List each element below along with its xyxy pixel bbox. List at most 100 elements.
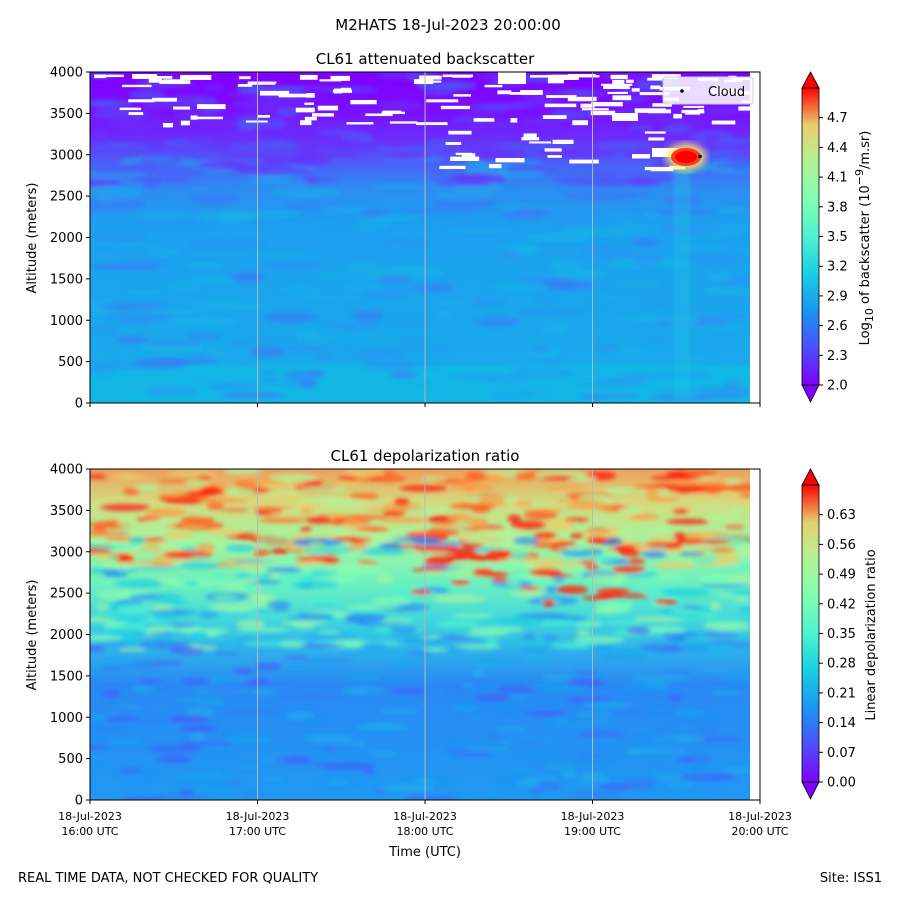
missing-data-patch	[544, 103, 577, 108]
missing-data-patch	[603, 85, 630, 90]
y-tick-label: 0	[75, 397, 83, 412]
x-tick-label-time: 16:00 UTC	[61, 825, 118, 838]
missing-data-patch	[612, 79, 625, 85]
x-tick-label-date: 18-Jul-2023	[561, 810, 625, 823]
depolarization-title: CL61 depolarization ratio	[331, 447, 520, 465]
figure-suptitle: M2HATS 18-Jul-2023 20:00:00	[335, 16, 560, 34]
colorbar-tick-label: 3.5	[827, 230, 848, 245]
missing-data-patch	[448, 130, 472, 135]
y-tick-label: 4000	[50, 463, 83, 478]
colorbar-tick-label: 3.2	[827, 260, 848, 275]
backscatter-title: CL61 attenuated backscatter	[316, 50, 535, 68]
y-tick-label: 500	[58, 752, 83, 767]
missing-data-patch	[350, 99, 377, 105]
missing-data-patch	[625, 79, 634, 83]
y-tick-label: 1000	[50, 711, 83, 726]
missing-data-patch	[648, 109, 672, 114]
y-tick-label: 0	[75, 794, 83, 809]
colorbar-gradient	[802, 485, 819, 782]
missing-data-patch	[546, 95, 577, 98]
backscatter-colorbar: 2.0 2.3 2.6 2.9 3.2 3.5 3.8 4.1 4.4 4.7 Log10 of …	[801, 71, 876, 403]
missing-data-patch	[440, 105, 471, 110]
missing-data-patch	[567, 96, 597, 102]
depolarization-x-label: Time (UTC)	[388, 845, 461, 860]
colorbar-tick-label: 0.56	[827, 538, 856, 553]
missing-data-patch	[413, 79, 434, 85]
missing-data-patch	[547, 155, 562, 158]
missing-data-patch	[180, 74, 212, 80]
missing-data-patch	[295, 107, 315, 113]
y-tick-label: 2500	[50, 587, 83, 602]
legend-cloud-marker	[680, 89, 684, 93]
missing-data-patch	[304, 102, 314, 105]
missing-data-patch	[148, 78, 163, 83]
missing-data-patch	[497, 90, 512, 95]
colorbar-tick-label: 0.00	[827, 776, 856, 791]
missing-data-patch	[581, 108, 609, 111]
colorbar-tick-label: 4.4	[827, 141, 848, 156]
missing-data-patch	[681, 109, 705, 114]
missing-data-patch	[590, 110, 616, 116]
missing-data-patch	[510, 118, 518, 123]
depolarization-colorbar-label: Linear depolarization ratio	[864, 549, 879, 720]
missing-data-patch	[306, 93, 315, 98]
missing-data-patch	[193, 116, 223, 120]
backscatter-y-ticks: 0 500 1000 1500 2000 2500 3000 3500 4000	[50, 66, 90, 412]
missing-data-patch	[552, 74, 574, 80]
missing-data-patch	[257, 115, 271, 118]
missing-data-patch	[439, 165, 466, 170]
missing-data-patch	[685, 112, 701, 115]
y-tick-label: 1000	[50, 314, 83, 329]
colorbar-tick-label: 4.1	[827, 171, 848, 186]
backscatter-panel: CL61 attenuated backscatter 0 500 1000 1500…	[25, 50, 876, 412]
missing-data-patch	[453, 94, 471, 97]
colorbar-tick-label: 2.3	[827, 349, 848, 364]
colorbar-extend-min	[801, 384, 820, 403]
colorbar-tick-label: 2.0	[827, 379, 848, 394]
missing-data-patch	[529, 75, 561, 78]
missing-data-patch	[128, 99, 155, 103]
missing-data-patch	[683, 105, 705, 108]
footer-site: Site: ISS1	[820, 871, 882, 886]
missing-data-patch	[607, 91, 628, 95]
missing-data-patch	[247, 81, 277, 84]
y-tick-label: 3000	[50, 545, 83, 560]
y-tick-label: 4000	[50, 66, 83, 81]
missing-data-patch	[132, 74, 158, 79]
missing-data-patch	[673, 113, 682, 119]
missing-data-patch	[319, 79, 342, 82]
missing-data-patch	[180, 120, 190, 126]
missing-data-patch	[711, 120, 736, 125]
y-tick-label: 2000	[50, 231, 83, 246]
missing-data-patch	[569, 159, 599, 164]
missing-data-patch	[542, 115, 567, 119]
missing-data-patch	[529, 141, 552, 144]
missing-data-patch	[473, 118, 495, 122]
colorbar-tick-label: 0.35	[827, 627, 856, 642]
depolarization-heatmap	[90, 469, 750, 800]
missing-data-patch	[651, 74, 681, 78]
backscatter-legend: Cloud	[662, 76, 754, 105]
colorbar-tick-label: 0.21	[827, 686, 856, 701]
x-tick-label-date: 18-Jul-2023	[226, 810, 290, 823]
missing-data-patch	[631, 154, 651, 159]
missing-data-patch	[99, 74, 124, 78]
colorbar-tick-label: 0.63	[827, 508, 856, 523]
missing-data-patch	[299, 74, 318, 80]
x-tick-label-time: 17:00 UTC	[229, 825, 286, 838]
missing-data-patch	[128, 112, 144, 116]
backscatter-y-label: Altitude (meters)	[25, 183, 40, 294]
missing-data-patch	[610, 74, 628, 80]
colorbar-extend-min	[801, 781, 820, 800]
cloud-point	[698, 154, 702, 159]
missing-data-patch	[332, 89, 353, 93]
depolarization-colorbar: 0.00 0.07 0.14 0.21 0.28 0.35 0.42 0.49 0.56 0.63…	[801, 468, 879, 800]
missing-data-patch	[521, 137, 540, 141]
missing-data-patch	[239, 76, 251, 80]
backscatter-x-ticks	[89, 403, 761, 407]
x-tick-label-time: 18:00 UTC	[396, 825, 453, 838]
legend-box	[662, 76, 754, 105]
x-tick-label-date: 18-Jul-2023	[728, 810, 792, 823]
colorbar-tick-label: 2.9	[827, 289, 848, 304]
colorbar-tick-label: 0.07	[827, 746, 856, 761]
